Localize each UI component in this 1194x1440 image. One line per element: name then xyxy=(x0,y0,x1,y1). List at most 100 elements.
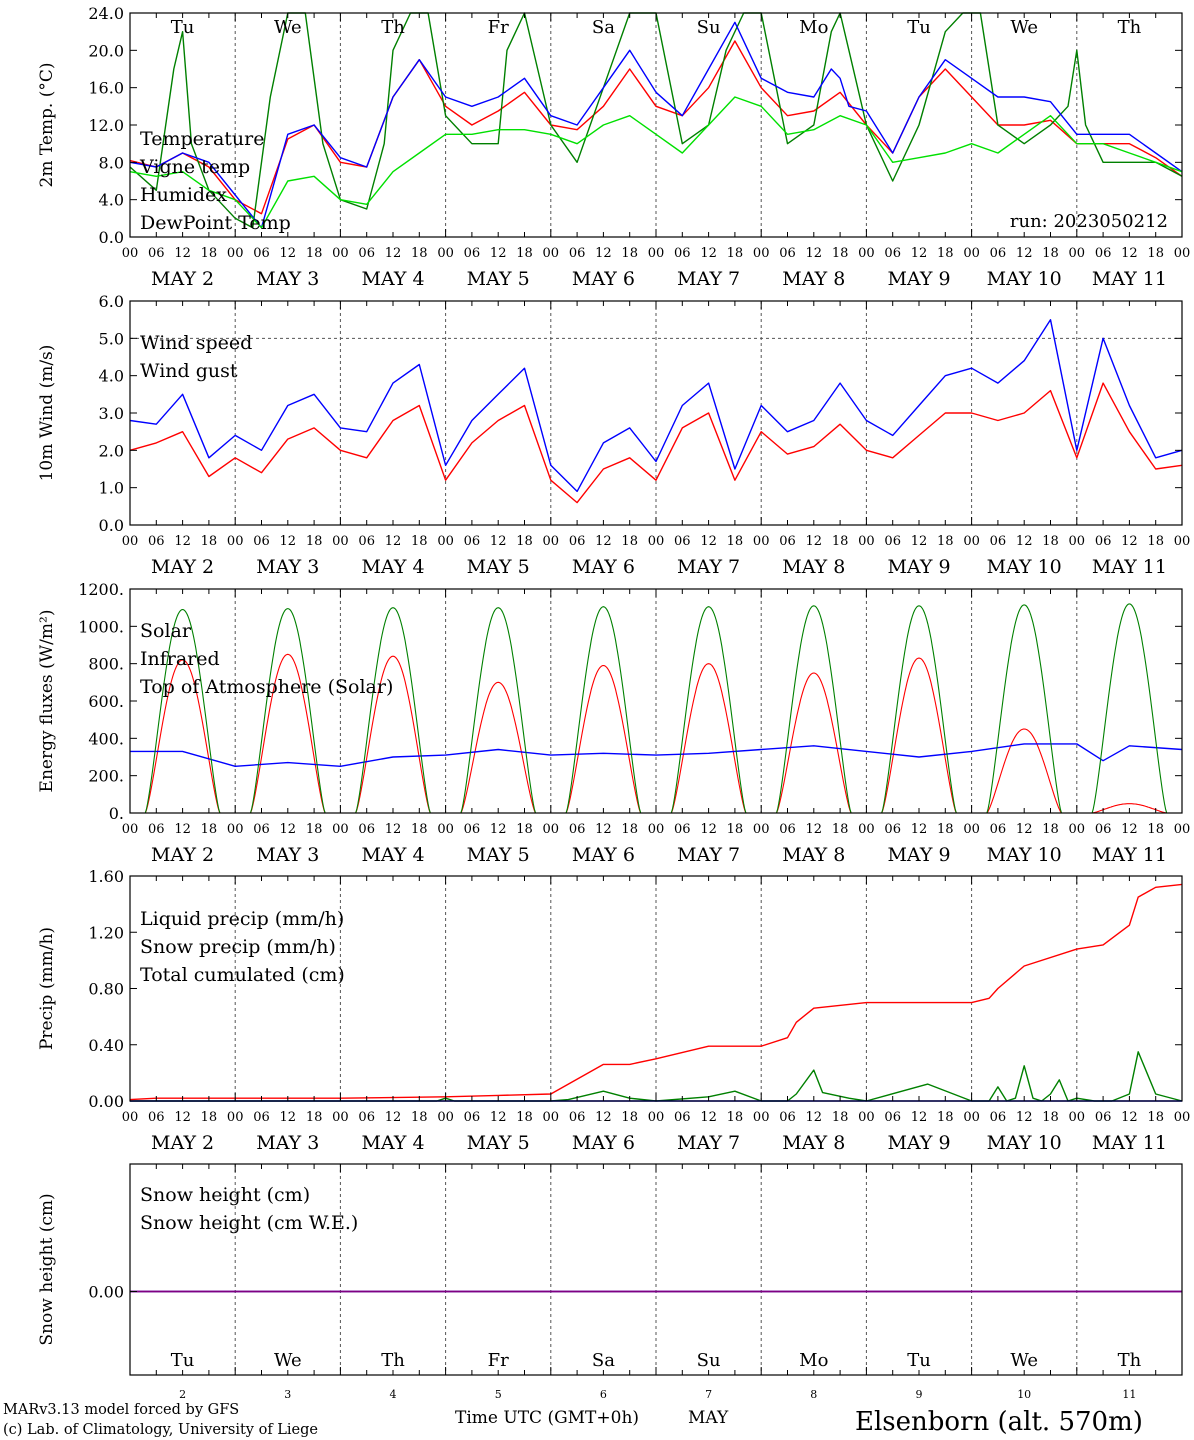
series-line-dark_green xyxy=(971,604,1077,814)
hour-tick-label: 06 xyxy=(148,246,165,261)
hour-tick-label: 00 xyxy=(858,822,875,837)
day-of-week-label: Tu xyxy=(907,1350,931,1371)
hour-tick-label: 18 xyxy=(1147,246,1164,261)
hour-tick-label: 18 xyxy=(516,1110,533,1125)
hour-tick-label: 18 xyxy=(201,822,218,837)
hour-tick-label: 12 xyxy=(595,822,612,837)
hour-tick-label: 18 xyxy=(1042,534,1059,549)
hour-tick-label: 00 xyxy=(858,246,875,261)
legend-entry: Temperature xyxy=(140,128,264,150)
hour-tick-label: 12 xyxy=(1121,246,1138,261)
date-label: MAY 6 xyxy=(572,556,635,578)
hour-tick-label: 00 xyxy=(543,1110,560,1125)
hour-tick-label: 06 xyxy=(674,822,691,837)
legend-entry: Total cumulated (cm) xyxy=(140,964,345,986)
day-of-week-label: Th xyxy=(1118,17,1142,38)
date-label: MAY 11 xyxy=(1092,556,1167,578)
date-label: MAY 8 xyxy=(782,1132,845,1154)
hour-tick-label: 06 xyxy=(990,1110,1007,1125)
hour-tick-label: 18 xyxy=(937,822,954,837)
y-tick-label: 600. xyxy=(88,692,124,711)
date-label: MAY 5 xyxy=(467,844,530,866)
hour-tick-label: 00 xyxy=(1069,1110,1086,1125)
hour-tick-label: 12 xyxy=(490,534,507,549)
y-tick-label: 1.60 xyxy=(88,867,124,886)
hour-tick-label: 06 xyxy=(779,822,796,837)
series-line-blue xyxy=(129,21,1183,229)
hour-tick-label: 18 xyxy=(1042,822,1059,837)
hour-tick-label: 12 xyxy=(911,246,928,261)
date-label: MAY 7 xyxy=(677,556,740,578)
day-number-label: 5 xyxy=(495,1388,502,1401)
y-tick-label: 0.80 xyxy=(88,980,124,999)
y-tick-label: 16.0 xyxy=(88,79,124,98)
series-line-blue xyxy=(129,319,1183,493)
hour-tick-label: 12 xyxy=(700,822,717,837)
legend-entry: Infrared xyxy=(140,648,220,670)
axes-layer xyxy=(129,12,1183,1376)
day-of-week-label: Sa xyxy=(592,17,615,38)
y-tick-label: 4.0 xyxy=(99,367,124,386)
hour-tick-label: 00 xyxy=(1069,534,1086,549)
hour-tick-label: 18 xyxy=(201,246,218,261)
hour-tick-label: 00 xyxy=(122,534,139,549)
hour-tick-label: 00 xyxy=(1069,822,1086,837)
hour-tick-label: 00 xyxy=(227,534,244,549)
hour-tick-label: 06 xyxy=(464,246,481,261)
hour-tick-label: 06 xyxy=(253,1110,270,1125)
day-of-week-label: Th xyxy=(1118,1350,1142,1371)
legend-entry: Vigne temp xyxy=(139,156,250,178)
day-of-week-label: Sa xyxy=(592,1350,615,1371)
hour-tick-label: 18 xyxy=(1147,822,1164,837)
day-number-label: 10 xyxy=(1017,1388,1031,1401)
hour-tick-label: 18 xyxy=(937,534,954,549)
legend-entry: Wind gust xyxy=(140,360,238,382)
hour-tick-label: 06 xyxy=(674,534,691,549)
hour-tick-label: 18 xyxy=(411,822,428,837)
y-tick-label: 0.40 xyxy=(88,1036,124,1055)
y-tick-label: 400. xyxy=(88,729,124,748)
hour-tick-label: 00 xyxy=(437,534,454,549)
hour-tick-label: 18 xyxy=(621,246,638,261)
hour-tick-label: 18 xyxy=(411,1110,428,1125)
hour-tick-label: 00 xyxy=(227,1110,244,1125)
y-tick-label: 1.20 xyxy=(88,923,124,942)
y-tick-label: 1000. xyxy=(78,617,124,636)
hour-tick-label: 00 xyxy=(437,1110,454,1125)
day-number-label: 2 xyxy=(179,1388,186,1401)
hour-tick-label: 00 xyxy=(858,1110,875,1125)
y-tick-label: 24.0 xyxy=(88,4,124,23)
hour-tick-label: 12 xyxy=(806,1110,823,1125)
hour-tick-label: 12 xyxy=(911,1110,928,1125)
hour-tick-label: 00 xyxy=(1174,822,1191,837)
hour-tick-label: 18 xyxy=(1147,1110,1164,1125)
hour-tick-label: 12 xyxy=(911,822,928,837)
hour-tick-label: 00 xyxy=(753,246,770,261)
y-tick-label: 0.00 xyxy=(88,1092,124,1111)
date-label: MAY 2 xyxy=(151,844,214,866)
hour-tick-label: 12 xyxy=(1121,534,1138,549)
hour-tick-label: 12 xyxy=(385,822,402,837)
date-label: MAY 7 xyxy=(677,1132,740,1154)
date-label: MAY 6 xyxy=(572,268,635,290)
hour-tick-label: 06 xyxy=(1095,822,1112,837)
date-label: MAY 2 xyxy=(151,556,214,578)
date-label: MAY 10 xyxy=(987,1132,1062,1154)
series-line-red xyxy=(550,664,656,814)
hour-tick-label: 18 xyxy=(1042,1110,1059,1125)
date-label: MAY 11 xyxy=(1092,844,1167,866)
hour-tick-label: 18 xyxy=(727,534,744,549)
hour-tick-label: 12 xyxy=(174,534,191,549)
legend-entry: Liquid precip (mm/h) xyxy=(140,908,344,930)
date-label: MAY 10 xyxy=(987,844,1062,866)
series-line-red xyxy=(445,681,551,814)
text-layer: 0.04.08.012.016.020.024.02m Temp. (°C)00… xyxy=(37,4,1190,1401)
hour-tick-label: 00 xyxy=(648,534,665,549)
day-number-label: 11 xyxy=(1122,1388,1136,1401)
series-line-red xyxy=(761,672,867,814)
day-number-label: 6 xyxy=(600,1388,607,1401)
hour-tick-label: 12 xyxy=(1016,246,1033,261)
hour-tick-label: 06 xyxy=(674,1110,691,1125)
date-label: MAY 9 xyxy=(887,556,950,578)
